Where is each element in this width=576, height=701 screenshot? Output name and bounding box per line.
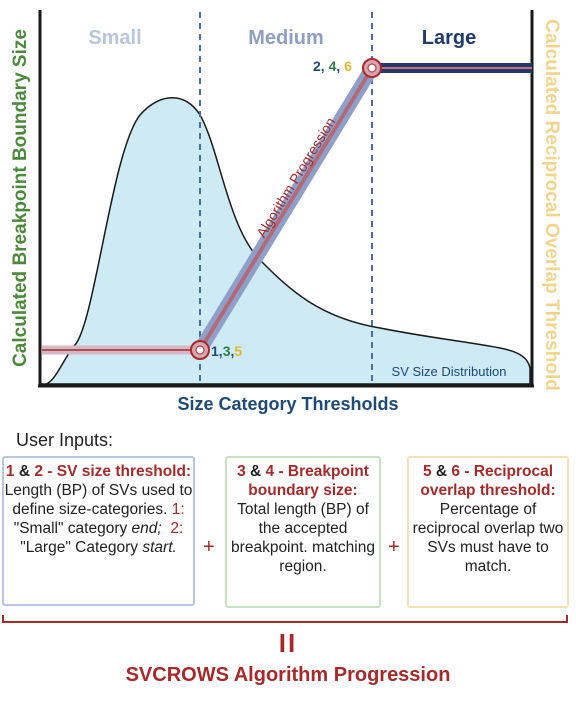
user-inputs-title: User Inputs:: [16, 430, 114, 450]
y-axis-right-title: Calculated Reciprocal Overlap Threshold: [541, 19, 562, 391]
summary-bracket: [2, 615, 568, 623]
box1-body: Length (BP) of SVs used to define size-c…: [4, 482, 193, 556]
box2-body: Total length (BP) of the accepted breakp…: [231, 501, 375, 575]
y-axis-left-title: Calculated Breakpoint Boundary Size: [10, 29, 31, 367]
box3-heading: 5 & 6 - Reciprocal overlap threshold:: [420, 463, 556, 499]
low-node-numbers: 1,3,5: [211, 343, 242, 359]
diagram: Small Medium Large Calculated Breakpoint…: [10, 10, 562, 414]
distribution-label: SV Size Distribution: [392, 364, 507, 379]
high-threshold-node: [362, 58, 382, 78]
high-node-numbers: 2, 4, 6: [313, 58, 352, 74]
box2-heading: 3 & 4 - Breakpoint boundary size:: [237, 463, 369, 499]
progression-label: Algorithm Progression: [253, 114, 338, 240]
category-large-label: Large: [422, 27, 476, 49]
box3-body: Percentage of reciprocal overlap two SVs…: [412, 501, 564, 575]
reciprocal-overlap-box: 5 & 6 - Reciprocal overlap threshold: Pe…: [407, 456, 569, 608]
plus-sign-2: +: [388, 536, 400, 558]
equals-sign: II: [278, 628, 298, 658]
plus-sign-1: +: [203, 536, 215, 558]
x-axis-title: Size Category Thresholds: [177, 394, 398, 414]
category-small-label: Small: [88, 27, 141, 49]
footer-title: SVCROWS Algorithm Progression: [125, 664, 451, 686]
breakpoint-boundary-box: 3 & 4 - Breakpoint boundary size: Total …: [225, 456, 381, 608]
sv-size-threshold-box: 1 & 2 - SV size threshold: Length (BP) o…: [2, 456, 195, 606]
sv-size-distribution-curve: [41, 97, 531, 386]
box1-heading: 1 & 2 - SV size threshold:: [5, 463, 192, 480]
low-threshold-node: [190, 340, 210, 360]
progression-line: [42, 63, 532, 355]
category-medium-label: Medium: [248, 27, 324, 49]
